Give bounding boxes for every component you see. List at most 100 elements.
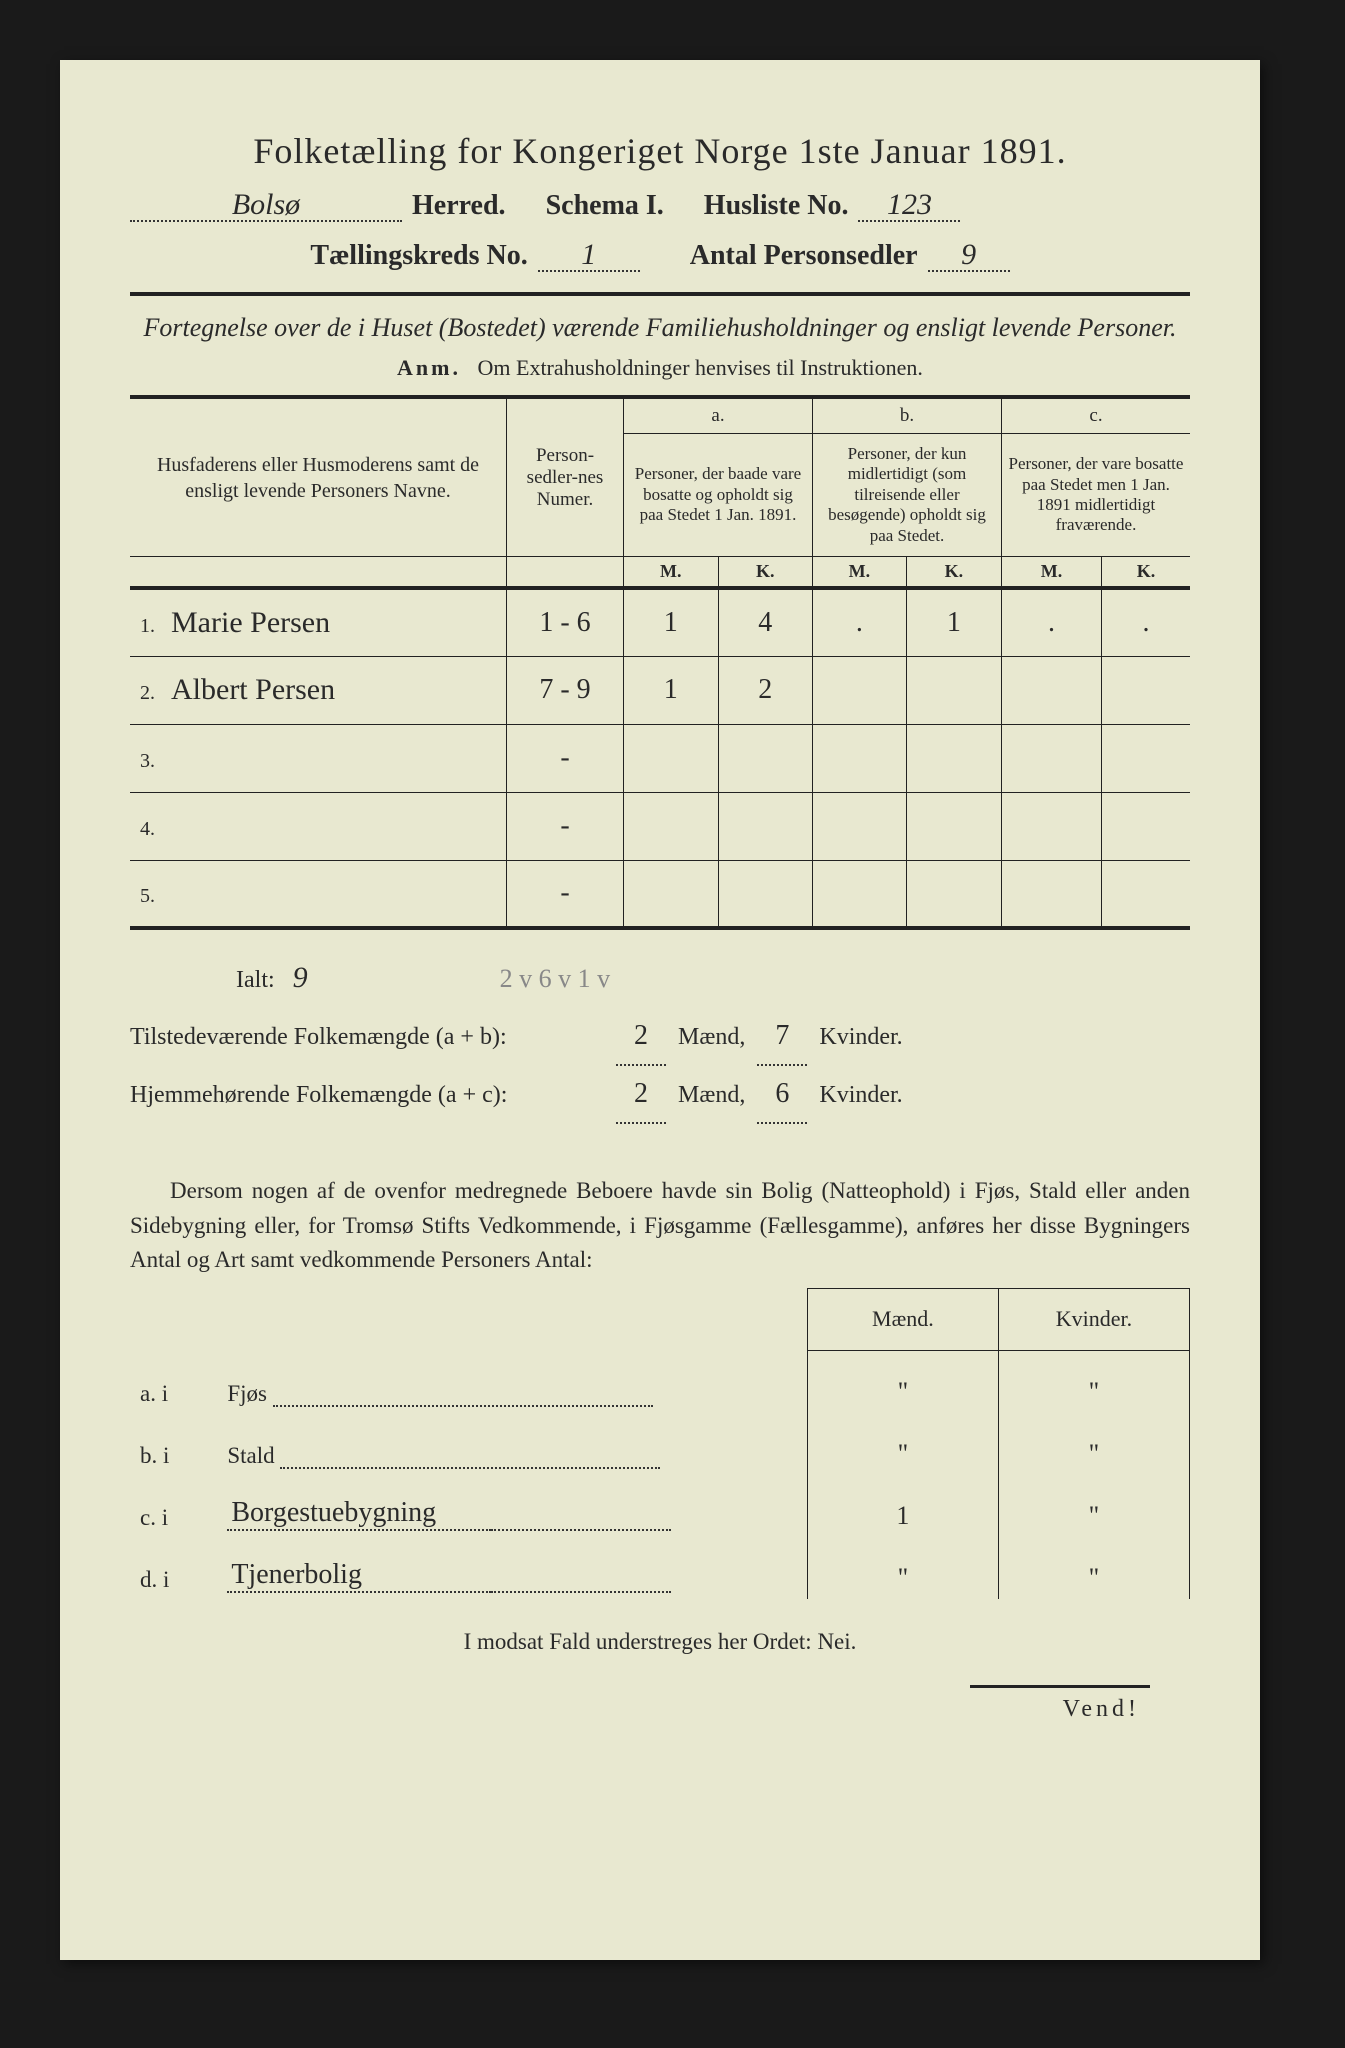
page-title: Folketælling for Kongeriget Norge 1ste J… (130, 130, 1190, 172)
table-row: 1.Marie Persen1 - 614.1.. (130, 588, 1190, 656)
antal-field: 9 (928, 240, 1010, 272)
ialt-value: 9 (293, 961, 308, 994)
num-cell: 7 - 9 (507, 656, 624, 724)
a-k-cell (718, 724, 813, 792)
a-m-cell (624, 860, 719, 928)
a-m: M. (624, 557, 719, 589)
a-m-cell (624, 792, 719, 860)
col-c-top: c. (1001, 397, 1190, 434)
b-m-cell: . (813, 588, 907, 656)
num-cell: - (507, 860, 624, 928)
anm-prefix: Anm. (397, 355, 461, 380)
vend-label: Vend! (130, 1696, 1190, 1723)
husliste-label: Husliste No. (704, 190, 849, 222)
b-m-cell (813, 860, 907, 928)
sub-k: " (998, 1475, 1189, 1537)
pencil-check: 2 v 6 v 1 v (500, 964, 611, 993)
present-label: Tilstedeværende Folkemængde (a + b): (130, 1013, 610, 1061)
b-k: K. (906, 557, 1001, 589)
sub-type: Stald (217, 1413, 807, 1475)
num-cell: - (507, 792, 624, 860)
table-row: 3.- (130, 724, 1190, 792)
b-m-cell (813, 656, 907, 724)
a-k: K. (718, 557, 813, 589)
herred-label: Herred. (412, 190, 506, 222)
b-m: M. (813, 557, 907, 589)
anm-text: Om Extrahusholdninger henvises til Instr… (478, 355, 923, 380)
c-k-cell: . (1101, 588, 1190, 656)
b-k-cell (906, 792, 1001, 860)
a-m-cell: 1 (624, 588, 719, 656)
sub-k: " (998, 1537, 1189, 1599)
present-k: 7 (757, 1008, 807, 1066)
b-k-cell (906, 724, 1001, 792)
name-cell: 1.Marie Persen (130, 588, 507, 656)
b-k-cell (906, 860, 1001, 928)
maend-label: Mænd, (678, 1024, 745, 1050)
sub-m: " (807, 1413, 998, 1475)
home-k: 6 (757, 1066, 807, 1124)
sub-m: 1 (807, 1475, 998, 1537)
sub-kvinder: Kvinder. (998, 1288, 1189, 1350)
col-num-header: Person-sedler-nes Numer. (507, 397, 624, 556)
divider (130, 292, 1190, 296)
name-cell: 3. (130, 724, 507, 792)
schema-label: Schema I. (546, 190, 664, 222)
ialt-label: Ialt: (236, 967, 275, 993)
herred-field: Bolsø (130, 190, 402, 222)
table-row: 2.Albert Persen7 - 912 (130, 656, 1190, 724)
husliste-field: 123 (858, 190, 960, 222)
table-row: 4.- (130, 792, 1190, 860)
c-k-cell (1101, 724, 1190, 792)
col-b-top: b. (813, 397, 1002, 434)
header-line-2: Tællingskreds No. 1 Antal Personsedler 9 (130, 240, 1190, 272)
name-cell: 2.Albert Persen (130, 656, 507, 724)
census-form-page: Folketælling for Kongeriget Norge 1ste J… (60, 60, 1260, 1960)
a-k-cell (718, 792, 813, 860)
kvinder-label-2: Kvinder. (819, 1082, 902, 1108)
summary-block: Ialt: 9 2 v 6 v 1 v Tilstedeværende Folk… (130, 948, 1190, 1124)
col-c-desc: Personer, der vare bosatte paa Stedet me… (1001, 434, 1190, 557)
c-m-cell (1001, 724, 1101, 792)
c-k-cell (1101, 792, 1190, 860)
sub-maend: Mænd. (807, 1288, 998, 1350)
maend-label-2: Mænd, (678, 1082, 745, 1108)
col-name-header: Husfaderens eller Husmoderens samt de en… (130, 397, 507, 556)
kvinder-label: Kvinder. (819, 1024, 902, 1050)
sub-row: c. iBorgestuebygning1" (130, 1475, 1190, 1537)
col-a-top: a. (624, 397, 813, 434)
home-m: 2 (616, 1066, 666, 1124)
c-m-cell (1001, 860, 1101, 928)
col-a-desc: Personer, der baade vare bosatte og opho… (624, 434, 813, 557)
sub-lab: a. i (130, 1350, 217, 1413)
a-k-cell: 4 (718, 588, 813, 656)
sub-m: " (807, 1537, 998, 1599)
sub-k: " (998, 1413, 1189, 1475)
b-m-cell (813, 792, 907, 860)
c-k: K. (1101, 557, 1190, 589)
sub-m: " (807, 1350, 998, 1413)
num-cell: - (507, 724, 624, 792)
bottom-rule (970, 1685, 1150, 1688)
b-k-cell (906, 656, 1001, 724)
footer-line: I modsat Fald understreges her Ordet: Ne… (130, 1629, 1190, 1655)
subtitle: Fortegnelse over de i Huset (Bostedet) v… (130, 310, 1190, 345)
a-k-cell: 2 (718, 656, 813, 724)
sub-lab: c. i (130, 1475, 217, 1537)
sub-type: Borgestuebygning (217, 1475, 807, 1537)
sub-lab: b. i (130, 1413, 217, 1475)
a-k-cell (718, 860, 813, 928)
c-k-cell (1101, 860, 1190, 928)
kreds-label: Tællingskreds No. (310, 240, 527, 272)
anm-line: Anm. Om Extrahusholdninger henvises til … (130, 355, 1190, 381)
b-k-cell: 1 (906, 588, 1001, 656)
c-m-cell: . (1001, 588, 1101, 656)
c-m: M. (1001, 557, 1101, 589)
num-cell: 1 - 6 (507, 588, 624, 656)
sub-type: Fjøs (217, 1350, 807, 1413)
sub-row: a. iFjøs "" (130, 1350, 1190, 1413)
c-m-cell (1001, 792, 1101, 860)
sub-row: d. iTjenerbolig"" (130, 1537, 1190, 1599)
header-line-1: Bolsø Herred. Schema I. Husliste No. 123 (130, 190, 1190, 222)
col-b-desc: Personer, der kun midlertidigt (som tilr… (813, 434, 1002, 557)
